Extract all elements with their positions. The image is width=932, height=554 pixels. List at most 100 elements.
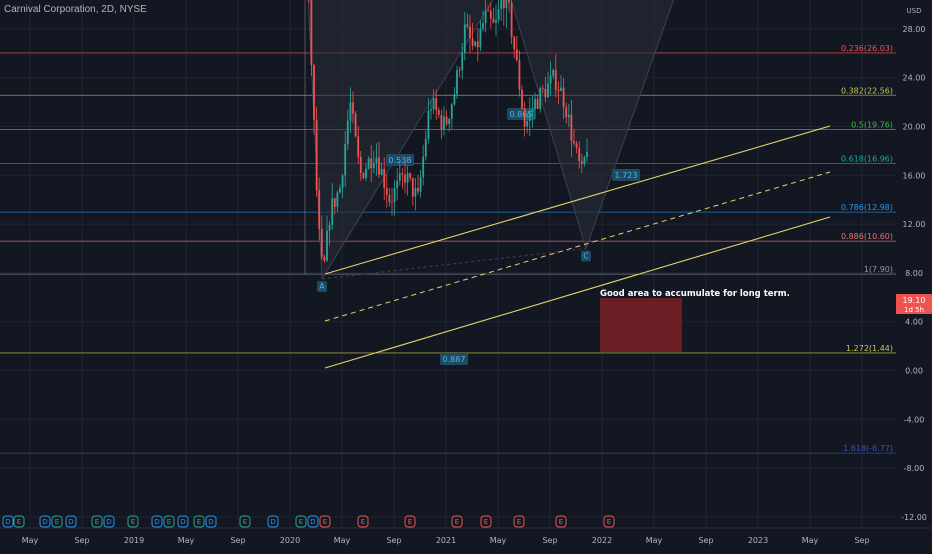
time-tick-label: 2022 [592,536,612,545]
time-tick-label: Sep [386,536,401,545]
harmonic-ratio-label: 0.538 [389,156,412,165]
fib-level-label: 0.886(10.60) [841,232,893,241]
candle-body [495,19,497,23]
earnings-badge[interactable] [13,515,25,528]
candle-body [502,0,505,9]
candle-body [578,147,581,162]
event-badge-label: D [42,518,47,526]
earnings-badge[interactable] [51,515,63,528]
event-badge-label: E [559,518,563,526]
fib-level-label: 1.618(-6.77) [843,444,893,453]
candle-body [318,189,321,230]
earnings-badge[interactable] [319,515,331,528]
fib-level-label: 0.5(19.76) [851,120,893,129]
harmonic-leg-BC [510,0,587,249]
earnings-badge[interactable] [555,515,567,528]
candle-body [365,168,367,179]
price-tick-label: 4.00 [905,318,923,327]
channel-mid-line[interactable] [324,171,831,322]
candle-body [326,230,328,261]
time-axis[interactable] [0,528,932,550]
harmonic-ratio-label: 0.865 [510,110,533,119]
candle-body [479,28,482,48]
candle-body [570,114,573,141]
earnings-badge[interactable] [163,515,175,528]
event-badge-label: E [455,518,459,526]
candle-body [401,173,404,175]
candle-body [424,138,427,157]
price-axis[interactable] [896,0,932,518]
candle-body [331,198,334,226]
time-tick-label: May [802,536,819,545]
earnings-badge[interactable] [193,515,205,528]
price-tick-label: 0.00 [905,367,923,376]
candle-body [349,102,352,121]
harmonic-xab-triangle [308,0,493,279]
candle-body [328,225,331,231]
earnings-badge[interactable] [239,515,251,528]
candle-body [409,173,412,178]
dividend-badge[interactable] [65,515,77,528]
price-unit-label: USD [907,7,922,15]
candle-body [378,157,380,175]
earnings-badge[interactable] [357,515,369,528]
earnings-badge[interactable] [513,515,525,528]
symbol-title[interactable]: Carnival Corporation, 2D, NYSE [4,4,147,15]
earnings-badge[interactable] [91,515,103,528]
candle-body [580,161,583,164]
price-tick-label: 8.00 [905,269,923,278]
dividend-badge[interactable] [39,515,51,528]
harmonic-point-badge[interactable] [581,250,591,262]
harmonic-ratio-label: 1.723 [615,171,638,180]
time-tick-label: May [490,536,507,545]
candle-body [505,0,508,9]
time-tick-label: May [334,536,351,545]
candle-body [557,89,560,91]
candle-body [456,70,458,95]
candle-body [560,87,562,91]
candle-body [573,140,575,144]
dividend-badge[interactable] [151,515,163,528]
candle-body [497,9,500,20]
fib-level-label: 1(7.90) [864,265,893,274]
candle-body [448,118,451,125]
event-badge-label: D [68,518,73,526]
dividend-badge[interactable] [103,515,115,528]
candle-body [450,104,453,119]
candle-body [466,24,469,27]
candle-body [391,201,393,203]
time-tick-label: 2020 [280,536,300,545]
channel-upper-line[interactable] [324,125,831,275]
dividend-badge[interactable] [307,515,319,528]
candle-body [333,198,336,207]
dividend-badge[interactable] [267,515,279,528]
harmonic-point-badge[interactable] [317,281,327,292]
dividend-badge[interactable] [205,515,217,528]
accumulation-zone-box[interactable] [600,298,682,352]
candle-body [367,158,370,169]
candle-body [445,116,448,125]
candle-body [437,109,440,115]
time-tick-label: 2021 [436,536,456,545]
price-tick-label: -12.00 [901,513,927,522]
earnings-badge[interactable] [451,515,463,528]
harmonic-ratio-badge [386,154,414,166]
candle-body [489,10,492,19]
earnings-badge[interactable] [404,515,416,528]
dividend-badge[interactable] [177,515,189,528]
earnings-badge[interactable] [603,515,615,528]
earnings-badge[interactable] [480,515,492,528]
event-badge-label: E [607,518,611,526]
fib-level-label: 0.236(26.03) [841,44,893,53]
harmonic-bcd-triangle [511,0,674,249]
harmonic-ratio-badge [612,169,640,181]
earnings-badge[interactable] [295,515,307,528]
candle-body [508,0,510,3]
earnings-badge[interactable] [127,515,139,528]
harmonic-point-label: C [583,252,589,261]
channel-lower-line[interactable] [324,216,831,369]
dividend-badge[interactable] [2,515,14,528]
event-badge-label: D [180,518,185,526]
